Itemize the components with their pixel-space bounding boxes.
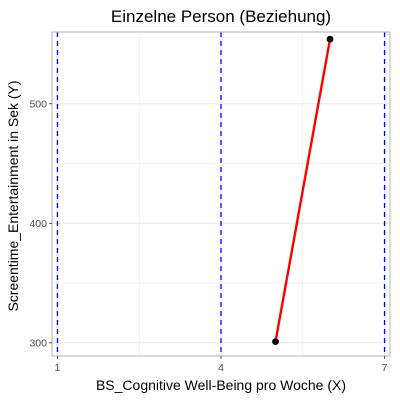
data-point: [272, 338, 279, 346]
x-tick-label: 4: [218, 362, 224, 374]
series: [272, 35, 334, 346]
series-line: [274, 37, 332, 343]
y-axis-title: Screentime_Entertainment in Sek (Y): [5, 80, 21, 311]
x-tick-label: 7: [382, 362, 388, 374]
y-tick-label: 300: [29, 338, 47, 350]
y-tick-label: 400: [29, 218, 47, 230]
x-axis-title: BS_Cognitive Well-Being pro Woche (X): [96, 377, 346, 393]
x-tick-label: 1: [55, 362, 61, 374]
data-point: [326, 35, 334, 43]
y-tick-label: 500: [29, 99, 47, 111]
reference-lines: [56, 32, 386, 356]
axis-ticks: 1 4 7 300 400 500: [29, 99, 387, 374]
chart-title: Einzelne Person (Beziehung): [111, 7, 331, 26]
